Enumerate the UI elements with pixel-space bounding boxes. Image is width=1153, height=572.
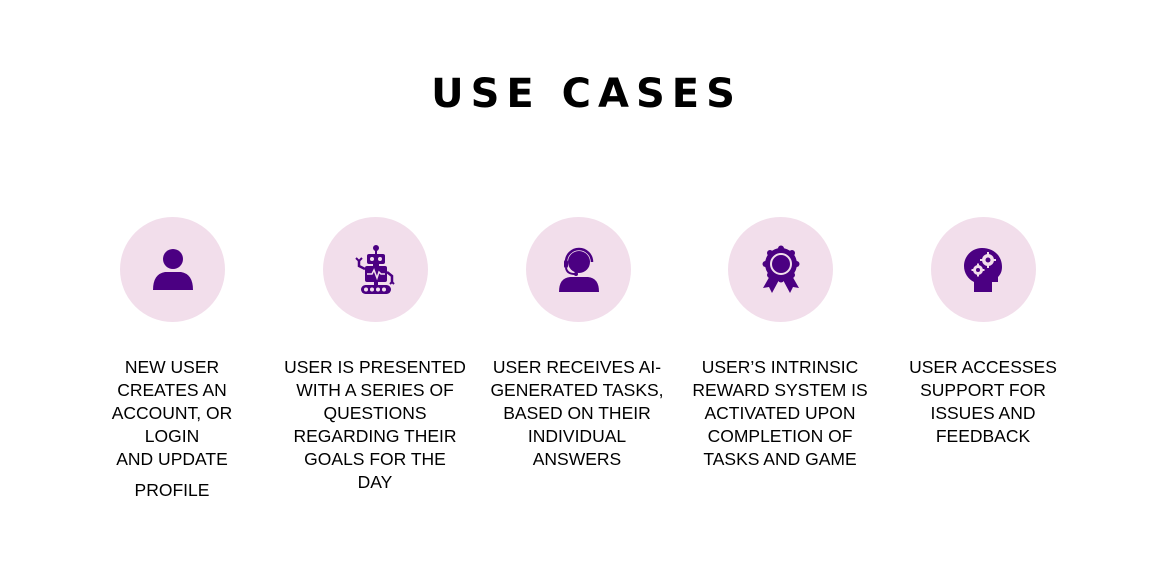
use-case-label: USER IS PRESENTED WITH A SERIES OF QUEST… [284,357,466,492]
icon-circle [120,217,225,322]
icon-circle [931,217,1036,322]
use-case-label: USER RECEIVES AI- GENERATED TASKS, BASED… [490,357,664,469]
icon-circle [526,217,631,322]
use-case-label: NEW USER CREATES AN ACCOUNT, OR LOGIN AN… [111,357,233,500]
robot-icon [354,244,395,294]
icon-circle [728,217,833,322]
award-ribbon-icon [762,245,799,293]
icon-circle [323,217,428,322]
head-gears-icon [963,247,1002,292]
use-case-label: USER’S INTRINSIC REWARD SYSTEM IS ACTIVA… [692,357,868,469]
user-icon [152,248,193,290]
page-title: USE CASES [431,71,742,117]
use-case-label: USER ACCESSES SUPPORT FOR ISSUES AND FEE… [909,357,1057,446]
support-agent-icon [558,247,599,292]
